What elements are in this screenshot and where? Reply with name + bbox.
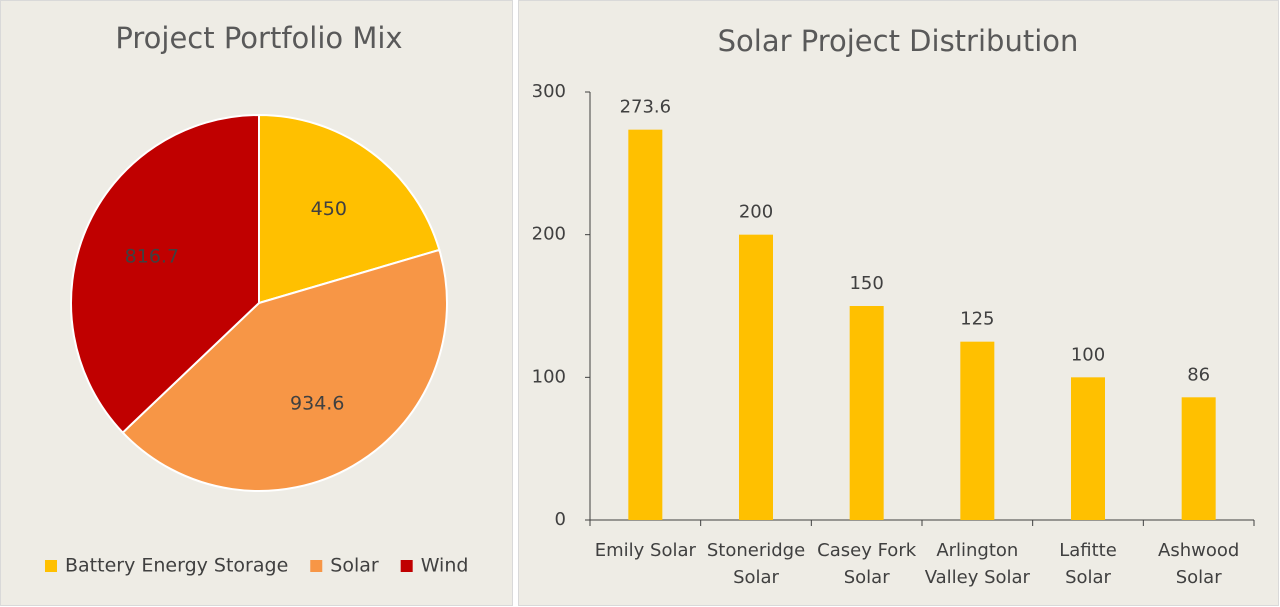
y-tick-label: 200 — [532, 224, 566, 245]
x-tick-label: Ashwood — [1158, 540, 1239, 561]
legend-swatch — [45, 560, 57, 572]
legend-label: Solar — [330, 555, 379, 577]
legend-swatch — [400, 560, 413, 572]
legend-label: Battery Energy Storage — [65, 555, 288, 577]
x-tick-label: Solar — [1176, 567, 1222, 588]
pie-slice — [121, 248, 448, 492]
x-tick-label: Lafitte — [1059, 540, 1117, 561]
x-tick-label: Emily Solar — [595, 540, 697, 561]
data-label: 125 — [960, 309, 994, 330]
chart-title: Solar Project Distribution — [718, 24, 1079, 58]
y-tick-label: 100 — [532, 366, 566, 387]
data-label: 100 — [1071, 344, 1105, 365]
data-label: 86 — [1187, 364, 1210, 385]
pie-slice — [70, 113, 260, 434]
bar — [1181, 397, 1216, 520]
x-tick-label: Solar — [844, 567, 890, 588]
bar — [739, 234, 773, 520]
bar-chart: 0 100 200 300 273.6 Emily Solar 200 Stoneridge S… — [532, 81, 1255, 588]
x-tick-label: Casey Fork — [817, 540, 917, 561]
legend-swatch — [310, 560, 323, 572]
x-tick-label: Stoneridge — [707, 540, 805, 561]
y-tick-label: 0 — [555, 509, 566, 530]
data-label: 816.7 — [125, 246, 179, 268]
data-label: 450 — [311, 198, 347, 220]
pie-slice — [258, 113, 441, 305]
chart-title: Project Portfolio Mix — [115, 21, 402, 55]
x-tick-label: Arlington — [936, 540, 1018, 561]
x-tick-label: Valley Solar — [925, 567, 1031, 588]
bar — [849, 306, 884, 520]
y-tick-label: 300 — [532, 81, 566, 102]
bar — [960, 341, 995, 520]
x-tick-label: Solar — [1065, 567, 1111, 588]
legend-label: Wind — [421, 555, 469, 577]
pie-chart: 450 934.6 816.7 Battery Energy Storage Solar… — [45, 113, 469, 577]
data-label: 934.6 — [290, 392, 344, 414]
bar — [628, 129, 663, 520]
x-tick-label: Solar — [733, 567, 779, 588]
data-label: 273.6 — [620, 97, 672, 118]
data-label: 150 — [849, 273, 883, 294]
data-label: 200 — [739, 202, 773, 223]
bar — [1071, 377, 1105, 520]
